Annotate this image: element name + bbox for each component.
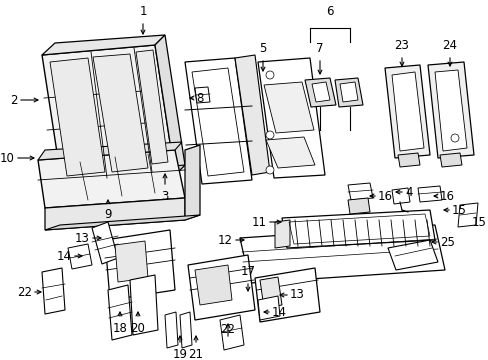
Text: 2: 2 [10, 94, 18, 107]
Polygon shape [347, 198, 369, 214]
Text: 12: 12 [218, 234, 232, 247]
Polygon shape [136, 50, 168, 164]
Polygon shape [260, 277, 282, 308]
Polygon shape [384, 65, 429, 158]
Polygon shape [427, 62, 473, 158]
Text: 13: 13 [75, 231, 90, 244]
Text: 14: 14 [271, 306, 286, 319]
Polygon shape [164, 312, 178, 348]
Polygon shape [42, 45, 175, 185]
Circle shape [265, 166, 273, 174]
Polygon shape [45, 215, 200, 230]
Polygon shape [42, 268, 65, 314]
Text: 18: 18 [112, 322, 127, 335]
Polygon shape [305, 78, 335, 107]
Polygon shape [45, 198, 184, 230]
Text: 19: 19 [172, 348, 187, 360]
Polygon shape [38, 150, 184, 208]
Polygon shape [195, 87, 209, 103]
Polygon shape [38, 142, 182, 160]
Polygon shape [254, 268, 319, 322]
Polygon shape [195, 265, 231, 305]
Text: 5: 5 [259, 42, 266, 55]
Polygon shape [240, 225, 444, 283]
Circle shape [265, 71, 273, 79]
Polygon shape [264, 82, 313, 133]
Text: 16: 16 [439, 189, 454, 202]
Polygon shape [92, 222, 118, 264]
Polygon shape [192, 68, 244, 176]
Polygon shape [439, 153, 461, 167]
Polygon shape [265, 137, 314, 168]
Polygon shape [434, 70, 466, 151]
Polygon shape [339, 82, 357, 102]
Text: 22: 22 [17, 285, 32, 298]
Polygon shape [184, 145, 200, 220]
Text: 22: 22 [220, 323, 235, 336]
Polygon shape [235, 55, 269, 175]
Polygon shape [282, 210, 434, 248]
Polygon shape [108, 285, 132, 340]
Text: 11: 11 [251, 216, 266, 229]
Text: 9: 9 [104, 208, 112, 221]
Polygon shape [220, 315, 244, 350]
Polygon shape [417, 186, 441, 202]
Polygon shape [387, 240, 437, 270]
Text: 3: 3 [161, 190, 168, 203]
Polygon shape [42, 35, 164, 55]
Polygon shape [334, 78, 362, 107]
Text: 13: 13 [289, 288, 304, 302]
Polygon shape [105, 230, 175, 300]
Text: 4: 4 [404, 185, 412, 198]
Polygon shape [184, 58, 251, 184]
Circle shape [450, 134, 458, 142]
Polygon shape [93, 54, 148, 172]
Polygon shape [50, 58, 105, 176]
Text: 14: 14 [57, 249, 72, 262]
Polygon shape [457, 203, 477, 227]
Text: 8: 8 [196, 91, 203, 104]
Text: 24: 24 [442, 39, 457, 52]
Text: 10: 10 [0, 152, 15, 165]
Text: 1: 1 [139, 5, 146, 18]
Text: 25: 25 [439, 235, 454, 248]
Polygon shape [130, 275, 158, 335]
Polygon shape [397, 153, 419, 167]
Polygon shape [68, 244, 92, 269]
Polygon shape [258, 58, 325, 178]
Text: 20: 20 [130, 322, 145, 335]
Text: 15: 15 [451, 203, 466, 216]
Circle shape [265, 131, 273, 139]
Text: 15: 15 [471, 216, 486, 229]
Polygon shape [274, 220, 289, 248]
Polygon shape [180, 312, 192, 348]
Polygon shape [115, 241, 148, 282]
Polygon shape [347, 183, 372, 200]
Polygon shape [391, 188, 409, 204]
Text: 7: 7 [316, 42, 323, 55]
Text: 6: 6 [325, 5, 333, 18]
Text: 17: 17 [240, 265, 255, 278]
Polygon shape [391, 72, 423, 151]
Text: 21: 21 [188, 348, 203, 360]
Polygon shape [258, 296, 280, 320]
Polygon shape [62, 165, 184, 185]
Polygon shape [187, 255, 254, 320]
Polygon shape [155, 35, 184, 175]
Text: 23: 23 [394, 39, 408, 52]
Polygon shape [311, 82, 329, 102]
Text: 16: 16 [377, 189, 392, 202]
